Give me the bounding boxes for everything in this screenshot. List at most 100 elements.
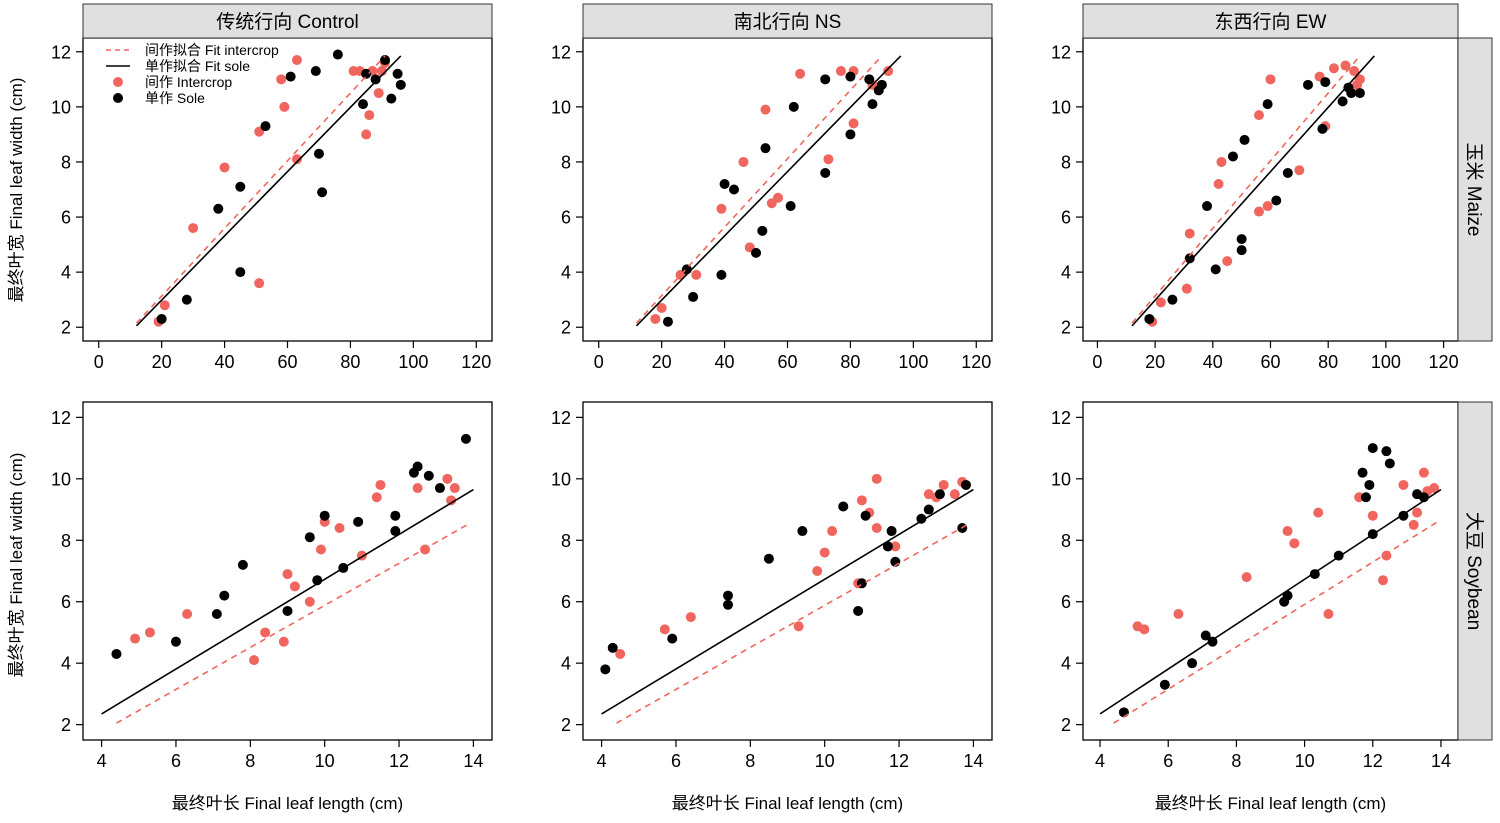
sole-point [310,66,321,77]
y-tick-label: 2 [561,318,571,338]
intercrop-point [291,55,302,66]
column-strip-title: 东西行向 EW [1215,11,1327,33]
intercrop-point [1381,550,1392,561]
sole-point [882,541,893,552]
y-tick-label: 8 [561,531,571,551]
x-tick-label: 10 [315,751,335,771]
sole-point [1207,636,1218,647]
sole-point [886,526,897,537]
sole-point [607,642,618,653]
panel-frame [582,401,993,741]
sole-point [723,590,734,601]
y-tick-label: 10 [1051,97,1071,117]
row-strip [1457,401,1493,741]
intercrop-point [1408,519,1419,530]
intercrop-point [260,627,271,638]
x-tick-label: 4 [1095,751,1105,771]
sole-point [1187,658,1198,669]
intercrop-point [371,492,382,503]
sole-point [1236,234,1247,245]
sole-point [1320,77,1331,88]
panel-soybean-ew: 2 4 6 8 10 12 4 6 8 10 12 14 [1051,401,1459,771]
intercrop-point [144,627,155,638]
row-strip [1457,37,1493,342]
intercrop-point [685,612,696,623]
intercrop-point [276,74,287,85]
y-tick-label: 8 [61,531,71,551]
sole-point [313,148,324,159]
y-tick-label: 4 [561,654,571,674]
intercrop-point [364,110,375,121]
sole-point [358,99,369,110]
y-axis-label-bottom: 最终叶宽 Final leaf width (cm) [7,453,26,678]
sole-point [434,483,445,494]
fit-sole-line [1131,55,1375,327]
intercrop-point [615,648,626,659]
sole-point [353,516,364,527]
intercrop-point [1349,66,1360,77]
x-tick-label: 10 [1295,751,1315,771]
intercrop-point [1241,572,1252,583]
fit-intercrop-line [616,522,971,724]
intercrop-point [254,278,265,289]
sole-point [1381,446,1392,457]
y-tick-label: 4 [61,654,71,674]
fit-sole-line [101,488,474,715]
y-tick-label: 6 [1061,592,1071,612]
sole-point [820,167,831,178]
sole-point [1354,88,1365,99]
sole-point [1367,443,1378,454]
x-tick-label: 0 [594,352,604,372]
y-tick-label: 2 [61,318,71,338]
sole-point [211,609,222,620]
x-tick-label: 14 [463,751,483,771]
intercrop-point [219,162,230,173]
sole-point [785,201,796,212]
sole-point [751,247,762,258]
x-tick-label: 0 [94,352,104,372]
y-tick-label: 8 [1061,531,1071,551]
column-strip-title: 南北行向 NS [734,11,842,33]
x-tick-label: 20 [652,352,672,372]
sole-point [412,461,423,472]
y-tick-label: 12 [551,408,571,428]
y-tick-label: 12 [551,42,571,62]
fit-intercrop-line [1113,521,1438,724]
legend-swatch-point [113,77,123,87]
sole-point [219,590,230,601]
intercrop-point [871,522,882,533]
x-tick-label: 12 [889,751,909,771]
intercrop-point [1354,74,1365,85]
legend-swatch-point [113,93,123,103]
panel-frame [582,37,993,342]
intercrop-point [1378,575,1388,586]
intercrop-point [793,621,804,632]
sole-point [1167,294,1178,305]
sole-point [688,291,699,302]
y-tick-label: 6 [61,208,71,228]
x-tick-label: 40 [715,352,735,372]
sole-point [317,187,328,198]
sole-point [282,605,293,616]
sole-point [181,294,192,305]
intercrop-point [848,118,859,129]
intercrop-point [412,483,423,494]
y-tick-label: 10 [551,469,571,489]
fit-intercrop-line [135,55,386,324]
intercrop-point [1184,228,1195,239]
x-tick-label: 8 [245,751,255,771]
sole-point [1364,479,1375,490]
x-tick-label: 100 [1371,352,1401,372]
intercrop-point [334,522,345,533]
fit-intercrop-line [635,55,883,324]
sole-point [1159,679,1170,690]
intercrop-point [304,596,315,607]
sole-point [716,269,727,280]
legend-label: 间作拟合 Fit intercrop [145,42,279,58]
sole-point [1262,99,1273,110]
x-tick-label: 8 [745,751,755,771]
intercrop-point [856,495,867,506]
intercrop-point [938,479,949,490]
